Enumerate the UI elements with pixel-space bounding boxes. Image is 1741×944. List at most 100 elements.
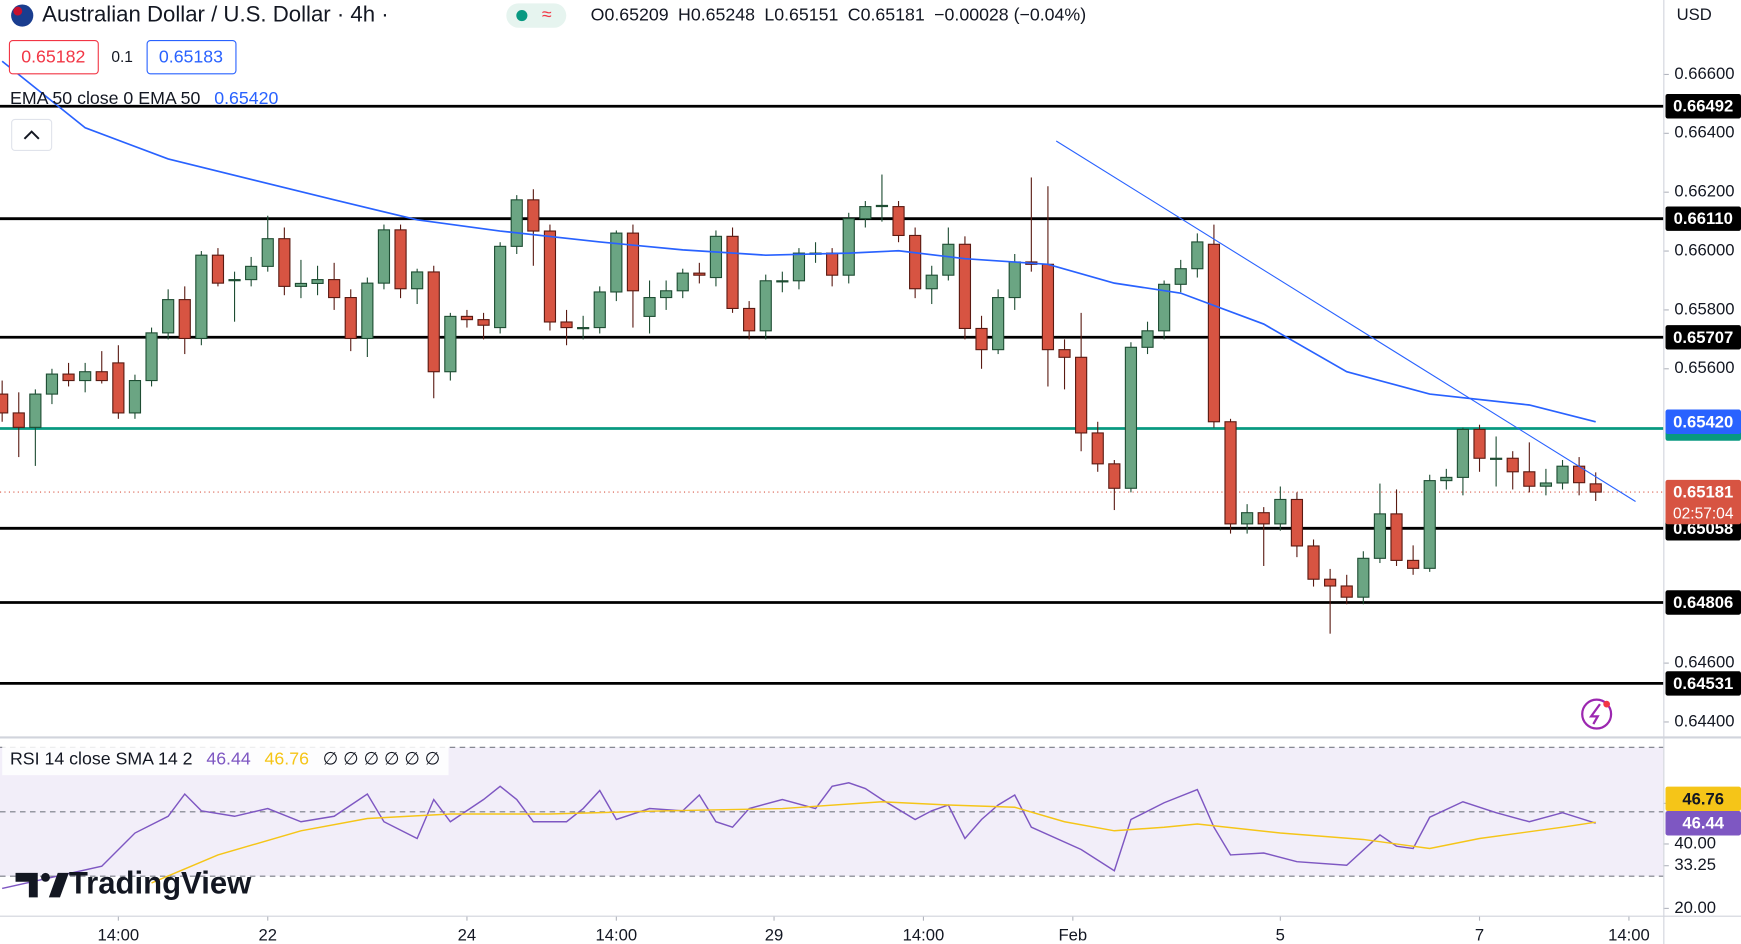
- ohlc-high: H0.65248: [678, 4, 755, 24]
- candle-body: [228, 279, 241, 282]
- candle-body: [12, 412, 25, 428]
- candle-body: [792, 252, 806, 282]
- main-pane: 0.66600 0.66400 0.66200 0.66000 0.65800 0.656…: [0, 60, 1741, 944]
- candle-body: [942, 243, 955, 276]
- candle-body: [261, 238, 274, 267]
- ema-tag-bg: [1665, 409, 1741, 434]
- level-tag-bg: [1665, 590, 1741, 615]
- candle-body: [1241, 512, 1254, 525]
- candle-body: [1324, 578, 1337, 587]
- rsi-placeholders: ∅ ∅ ∅ ∅ ∅ ∅: [323, 748, 440, 768]
- symbol-title: Australian Dollar / U.S. Dollar · 4h ·: [42, 1, 388, 26]
- candle-body: [1589, 483, 1602, 493]
- brand-name: TradingView: [69, 865, 252, 900]
- buy-button[interactable]: [146, 39, 237, 75]
- alert-badge: [1603, 700, 1610, 708]
- candle-body: [294, 282, 308, 287]
- candle-body: [1124, 346, 1138, 489]
- candle-body: [1075, 356, 1088, 434]
- alert-icon-bolt: [1588, 703, 1601, 725]
- x-tick-label: 7: [1475, 926, 1484, 944]
- y-tick-label: 0.66000: [1674, 240, 1734, 259]
- candle-body: [427, 271, 440, 373]
- candle-body: [444, 315, 457, 373]
- candle-body: [1357, 557, 1370, 598]
- ema-legend-name: EMA 50 close 0 EMA 50: [10, 88, 201, 108]
- candle-body: [1174, 268, 1187, 285]
- candle-body: [1141, 330, 1154, 348]
- countdown: 02:57:04: [1673, 505, 1734, 522]
- level-tag-bg: [1665, 94, 1741, 119]
- candle-body: [79, 371, 92, 382]
- candle-body: [543, 230, 557, 323]
- candle-body: [1008, 261, 1021, 299]
- logo-dot: [41, 872, 50, 882]
- rsi-value: 46.44: [206, 748, 251, 768]
- x-tick-label: 14:00: [98, 926, 140, 944]
- x-tick-label: 14:00: [596, 926, 638, 944]
- candle-body: [859, 206, 872, 220]
- candle-body: [328, 279, 341, 299]
- candle-body: [660, 290, 673, 299]
- status-icon: ≈: [542, 4, 552, 24]
- alert-icon[interactable]: [1581, 698, 1613, 730]
- candle-body: [610, 232, 623, 293]
- x-tick-label: 14:00: [1608, 926, 1650, 944]
- candle-body: [693, 272, 706, 276]
- sell-button[interactable]: [8, 39, 99, 75]
- level-tag-bg: [1665, 325, 1741, 350]
- rsi-legend-bg: [2, 744, 449, 776]
- candle-body: [1407, 559, 1420, 569]
- candle-body: [1224, 421, 1237, 525]
- x-tick-label: 29: [765, 926, 784, 944]
- collapse-button[interactable]: [11, 118, 53, 152]
- candle-body: [145, 332, 158, 382]
- rsi-sma-value: 46.76: [265, 748, 310, 768]
- y-tick-label: 0.65600: [1674, 358, 1734, 377]
- candle-body: [909, 234, 922, 290]
- candle-body: [1108, 463, 1121, 489]
- candle-body: [975, 327, 988, 351]
- candle-body: [1390, 513, 1403, 561]
- ema-legend-value: 0.65420: [214, 88, 278, 108]
- candle-body: [477, 319, 490, 326]
- candle-body: [1456, 428, 1470, 478]
- candle-body: [726, 235, 739, 310]
- candle-body: [0, 393, 9, 414]
- candle-body: [560, 321, 573, 329]
- x-tick-label: 24: [458, 926, 477, 944]
- rsi-value-tag: 46.44: [1682, 814, 1724, 833]
- rsi-value-tag-bg: [1665, 811, 1741, 836]
- ask-price: 0.65183: [159, 46, 223, 66]
- candle-body: [361, 282, 374, 340]
- candle-body: [875, 204, 889, 208]
- candle-body: [643, 297, 656, 317]
- ohlc-change: −0.00028 (−0.04%): [934, 4, 1086, 24]
- candle-body: [494, 245, 507, 329]
- candle-body: [411, 271, 424, 290]
- ohlc-close: C0.65181: [848, 4, 925, 24]
- y-tick-label: 0.65800: [1674, 299, 1734, 318]
- candle-body: [626, 232, 640, 292]
- rsi-value-tag: 46.76: [1682, 789, 1724, 808]
- candle-body: [95, 371, 108, 382]
- ohlc-low: L0.65151: [764, 4, 838, 24]
- x-tick-label: 14:00: [903, 926, 945, 944]
- candle-body: [1191, 241, 1204, 270]
- y-tick-label: 20.00: [1674, 898, 1716, 917]
- candle-body: [29, 393, 42, 428]
- candle-body: [278, 238, 291, 287]
- rsi-value-tag-bg: [1665, 786, 1741, 812]
- flag-icon-detail: [13, 6, 23, 16]
- status-pill[interactable]: [506, 3, 567, 28]
- spread: 0.1: [111, 49, 133, 66]
- y-tick-label: 40.00: [1674, 833, 1716, 852]
- candle-body: [1290, 498, 1304, 547]
- price-tag: 0.65181: [1673, 483, 1733, 502]
- candle-body: [676, 272, 689, 292]
- candle-body: [62, 373, 75, 382]
- x-tick-label: 5: [1276, 926, 1285, 944]
- currency-label[interactable]: USD: [1677, 5, 1712, 24]
- candle-body: [958, 243, 972, 330]
